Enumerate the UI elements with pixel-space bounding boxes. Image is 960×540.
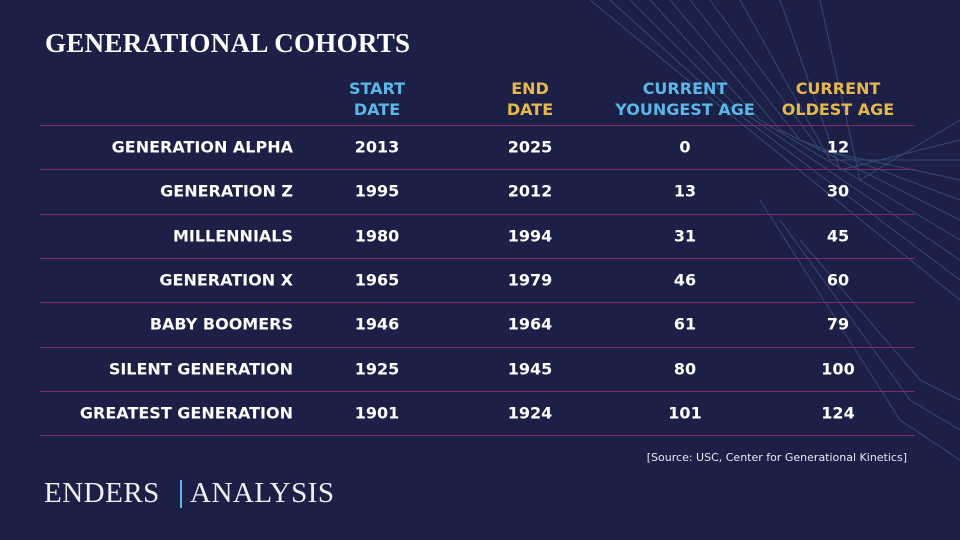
cell-value: 30 (826, 181, 850, 201)
cell-value: 2025 (507, 137, 553, 157)
cell-value: 1945 (507, 359, 553, 379)
cell-value: 13 (673, 181, 697, 201)
cell-value: 1995 (354, 181, 400, 201)
row-label: BABY BOOMERS (149, 314, 293, 334)
cell-value: 12 (826, 137, 850, 157)
column-header: CURRENT (795, 79, 881, 98)
row-rule (40, 302, 915, 304)
cell-value: 46 (673, 270, 697, 290)
row-label: MILLENNIALS (172, 226, 293, 246)
logo-word: ANALYSIS (190, 477, 335, 509)
row-rule (40, 390, 915, 392)
row-label: GENERATION ALPHA (111, 137, 293, 157)
column-header: YOUNGEST AGE (615, 100, 755, 119)
cell-value: 31 (673, 226, 697, 246)
row-rule (40, 257, 915, 259)
row-rule (40, 125, 915, 126)
row-label: SILENT GENERATION (108, 359, 293, 379)
cell-value: 1980 (354, 226, 400, 246)
cell-value: 2012 (507, 181, 553, 201)
cell-value: 1979 (507, 270, 553, 290)
title: GENERATIONAL COHORTS (45, 28, 411, 58)
cell-value: 1964 (507, 314, 553, 334)
row-rule (40, 435, 915, 437)
cell-value: 1946 (354, 314, 400, 334)
logo-divider (180, 480, 182, 508)
cell-value: 61 (673, 314, 697, 334)
cell-value: 100 (821, 359, 855, 379)
row-rule (40, 346, 915, 348)
row-label: GENERATION X (159, 270, 293, 290)
column-header: DATE (506, 100, 554, 119)
cell-value: 0 (679, 137, 691, 157)
row-label: GREATEST GENERATION (79, 403, 293, 423)
cell-value: 45 (826, 226, 850, 246)
source-note: [Source: USC, Center for Generational Ki… (646, 451, 907, 464)
cell-value: 60 (826, 270, 850, 290)
logo-word: ENDERS (44, 477, 160, 509)
column-header: CURRENT (642, 79, 728, 98)
cell-value: 101 (668, 403, 702, 423)
cell-value: 2013 (354, 137, 400, 157)
cell-value: 1924 (507, 403, 553, 423)
cell-value: 80 (673, 359, 697, 379)
cell-value: 124 (821, 403, 855, 423)
row-rule (40, 169, 915, 171)
cell-value: 1925 (354, 359, 400, 379)
row-rule (40, 213, 915, 215)
column-header: OLDEST AGE (781, 100, 895, 119)
cell-value: 1901 (354, 403, 400, 423)
column-header: END (511, 79, 549, 98)
column-header: DATE (353, 100, 401, 119)
cell-value: 1965 (354, 270, 400, 290)
row-label: GENERATION Z (160, 181, 293, 201)
cell-value: 1994 (507, 226, 553, 246)
column-header: START (348, 79, 406, 98)
cell-value: 79 (826, 314, 850, 334)
